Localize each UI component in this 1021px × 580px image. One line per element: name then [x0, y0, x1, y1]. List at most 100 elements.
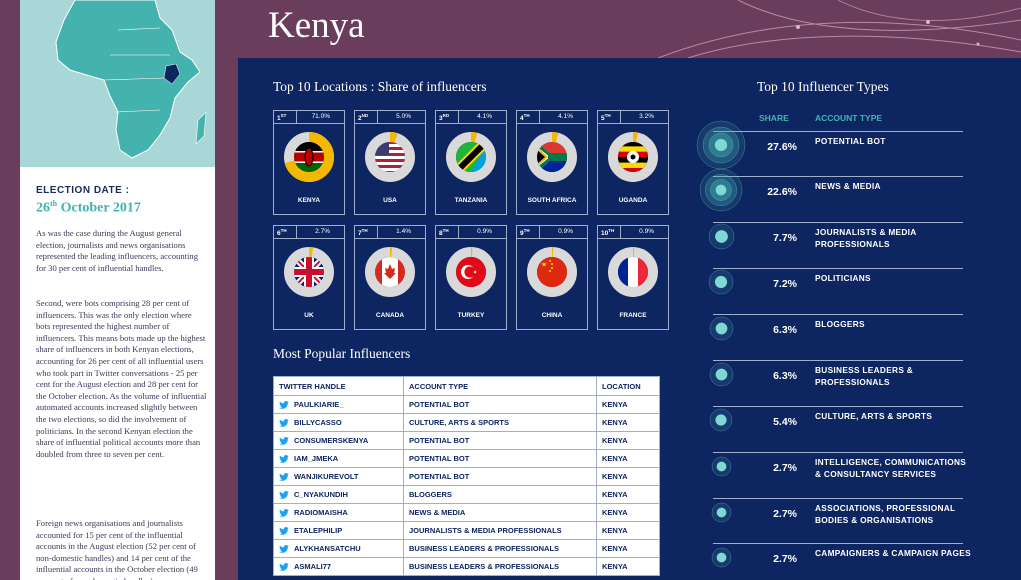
twitter-bird-icon — [279, 491, 289, 499]
twitter-handle-cell[interactable]: RADIOMAISHA — [273, 503, 404, 522]
paragraph-2: Second, were bots comprising 28 per cent… — [36, 298, 207, 459]
table-row: ALYKHANSATCHU BUSINESS LEADERS & PROFESSI… — [273, 539, 660, 558]
twitter-bird-icon — [279, 455, 289, 463]
china-flag-icon — [537, 257, 567, 287]
type-name: ASSOCIATIONS, PROFESSIONAL BODIES & ORGA… — [815, 503, 956, 525]
africa-map — [20, 0, 215, 167]
table-row: IAM_JMEKA POTENTIAL BOT KENYA — [273, 449, 660, 468]
location-share: 0.9% — [558, 228, 573, 235]
twitter-handle[interactable]: IAM_JMEKA — [294, 453, 339, 463]
share-bubble — [709, 316, 733, 340]
share-bubble — [709, 362, 733, 386]
location-card-turkey: 8TH 0.9% TURKEY — [435, 225, 507, 330]
twitter-bird-icon — [279, 419, 289, 427]
influencer-type-row: 2.7% ASSOCIATIONS, PROFESSIONAL BODIES & … — [711, 498, 973, 544]
location-card-header: 1ST 71.0% — [274, 111, 344, 124]
location-card-china: 9TH 0.9% CHINA — [516, 225, 588, 330]
location-cell: KENYA — [596, 467, 660, 486]
account-type-cell: NEWS & MEDIA — [403, 503, 597, 522]
influencer-type-row: 22.6% NEWS & MEDIA — [699, 168, 973, 222]
twitter-handle[interactable]: ASMALI77 — [294, 561, 332, 571]
share-bubble — [708, 269, 734, 295]
twitter-handle[interactable]: ETALEPHILIP — [294, 525, 343, 535]
twitter-handle[interactable]: BILLYCASSO — [294, 417, 342, 427]
influencer-type-row: 7.7% JOURNALISTS & MEDIA PROFESSIONALS — [708, 222, 973, 268]
location-card-header: 6TH 2.7% — [274, 226, 344, 239]
location-cell: KENYA — [596, 521, 660, 540]
influencer-type-row: 6.3% BUSINESS LEADERS & PROFESSIONALS — [709, 360, 973, 406]
twitter-handle-cell[interactable]: C_NYAKUNDIH — [273, 485, 404, 504]
election-date: 26th October 2017 — [36, 199, 141, 217]
share-ring-fill — [608, 247, 658, 297]
rank-divider — [539, 226, 540, 239]
location-card-usa: 2ND 5.0% USA — [354, 110, 426, 215]
account-type-cell: POTENTIAL BOT — [403, 395, 597, 414]
page-title: Kenya — [268, 5, 365, 46]
twitter-handle-cell[interactable]: IAM_JMEKA — [273, 449, 404, 468]
row-divider — [713, 268, 963, 269]
twitter-handle-cell[interactable]: WANJIKUREVOLT — [273, 467, 404, 486]
type-name: POLITICIANS — [815, 273, 871, 283]
table-row: CONSUMERSKENYA POTENTIAL BOT KENYA — [273, 431, 660, 450]
twitter-handle-cell[interactable]: ETALEPHILIP — [273, 521, 404, 540]
account-type-cell: CULTURE, ARTS & SPORTS — [403, 413, 597, 432]
location-card-header: 8TH 0.9% — [436, 226, 506, 239]
influencer-type-row: 7.2% POLITICIANS — [708, 268, 973, 314]
share-ring-fill — [527, 132, 577, 182]
location-share: 4.1% — [477, 113, 492, 120]
account-type-cell: POTENTIAL BOT — [403, 449, 597, 468]
type-name: POTENTIAL BOT — [815, 136, 886, 146]
row-divider — [713, 176, 963, 177]
share-bubble — [699, 168, 743, 212]
twitter-handle[interactable]: WANJIKUREVOLT — [294, 471, 359, 481]
location-share: 5.0% — [396, 113, 411, 120]
location-cell: KENYA — [596, 395, 660, 414]
influencer-type-row: 6.3% BLOGGERS — [709, 314, 973, 360]
location-card-header: 3RD 4.1% — [436, 111, 506, 124]
types-share-header: SHARE — [759, 113, 789, 123]
twitter-handle[interactable]: PAULKIARIE_ — [294, 399, 344, 409]
share-ring-fill — [284, 247, 334, 297]
twitter-handle[interactable]: CONSUMERSKENYA — [294, 435, 369, 445]
share-ring-fill — [446, 247, 496, 297]
location-rank: 10TH — [601, 228, 615, 238]
type-share: 7.7% — [773, 232, 797, 244]
type-name: BLOGGERS — [815, 319, 865, 329]
banner-decoration — [657, 0, 1021, 58]
left-sidebar: ELECTION DATE : 26th October 2017 As was… — [20, 0, 215, 580]
paragraph-1: As was the case during the August genera… — [36, 228, 199, 273]
table-row: ASMALI77 BUSINESS LEADERS & PROFESSIONALS… — [273, 557, 660, 576]
table-row: ETALEPHILIP JOURNALISTS & MEDIA PROFESSIO… — [273, 521, 660, 540]
location-share: 3.2% — [639, 113, 654, 120]
influencers-table: TWITTER HANDLE ACCOUNT TYPE LOCATION PAU… — [273, 376, 660, 576]
type-name: CAMPAIGNERS & CAMPAIGN PAGES — [815, 548, 971, 558]
share-ring-fill — [365, 247, 415, 297]
location-card-uganda: 5TH 3.2% UGANDA — [597, 110, 669, 215]
account-type-cell: BUSINESS LEADERS & PROFESSIONALS — [403, 539, 597, 558]
location-card-kenya: 1ST 71.0% KENYA — [273, 110, 345, 215]
location-card-header: 4TH 4.1% — [517, 111, 587, 124]
account-type-cell: JOURNALISTS & MEDIA PROFESSIONALS — [403, 521, 597, 540]
share-ring — [527, 247, 577, 297]
twitter-handle[interactable]: ALYKHANSATCHU — [294, 543, 361, 553]
usa-flag-icon — [375, 142, 405, 172]
share-ring — [527, 132, 577, 182]
twitter-handle[interactable]: C_NYAKUNDIH — [294, 489, 348, 499]
turkey-flag-icon — [456, 257, 486, 287]
south-africa-flag-icon — [537, 142, 567, 172]
rank-divider — [296, 111, 297, 124]
location-rank: 2ND — [358, 113, 369, 123]
twitter-handle-cell[interactable]: ASMALI77 — [273, 557, 404, 576]
twitter-handle-cell[interactable]: CONSUMERSKENYA — [273, 431, 404, 450]
twitter-handle[interactable]: RADIOMAISHA — [294, 507, 348, 517]
share-ring-fill — [365, 132, 415, 182]
share-ring-fill — [446, 132, 496, 182]
type-share: 5.4% — [773, 416, 797, 428]
twitter-handle-cell[interactable]: BILLYCASSO — [273, 413, 404, 432]
share-ring-fill — [527, 247, 577, 297]
twitter-handle-cell[interactable]: ALYKHANSATCHU — [273, 539, 404, 558]
location-rank: 7TH — [358, 228, 368, 238]
twitter-bird-icon — [279, 509, 289, 517]
location-share: 2.7% — [315, 228, 330, 235]
twitter-handle-cell[interactable]: PAULKIARIE_ — [273, 395, 404, 414]
